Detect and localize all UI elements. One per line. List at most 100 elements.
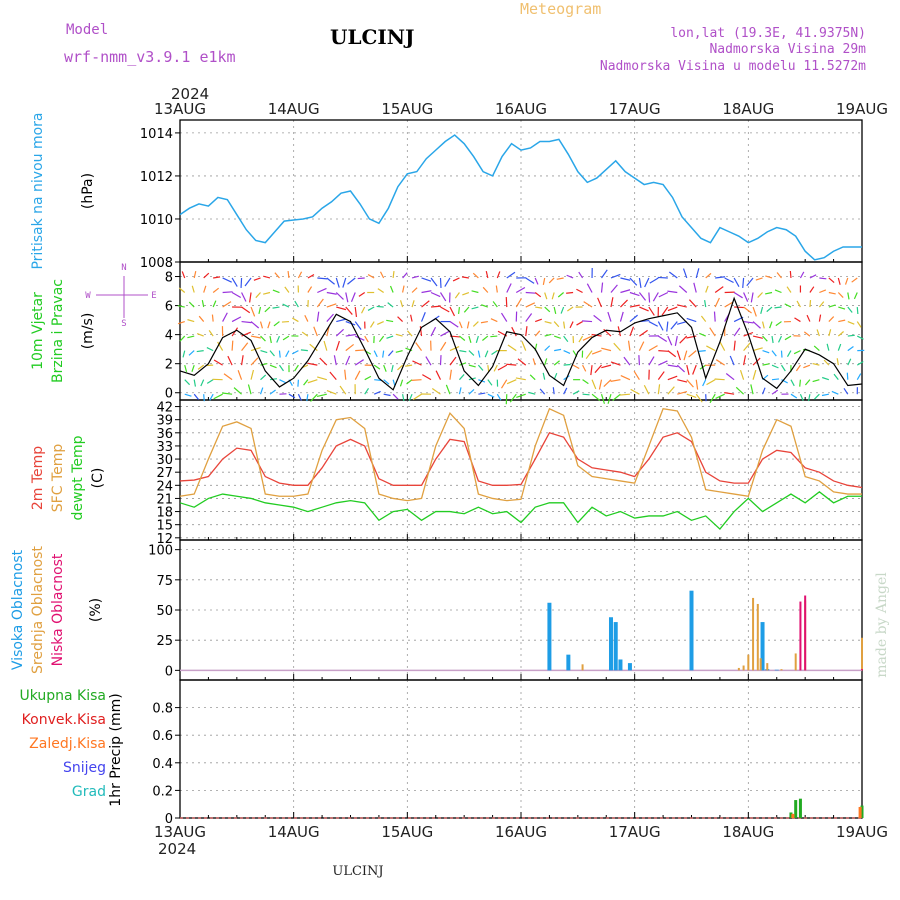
wind-arrow	[586, 283, 593, 293]
wind-arrow	[335, 328, 345, 337]
wind-arrow	[240, 277, 243, 288]
wind-arrow	[511, 326, 517, 337]
wind-arrow	[345, 343, 355, 352]
wind-arrow	[667, 335, 673, 346]
wind-arrow	[566, 291, 574, 294]
wind-arrow	[345, 292, 349, 303]
wind-arrow	[213, 276, 221, 279]
wind-arrow	[713, 311, 716, 322]
wind-arrow	[661, 306, 669, 316]
mid-cloud-bar	[752, 597, 755, 671]
wind-arrow	[485, 271, 489, 279]
wind-arrow	[742, 277, 745, 288]
wind-arrow	[402, 272, 408, 279]
wind-arrow	[449, 321, 459, 328]
wind-arrow	[253, 277, 261, 281]
y-tick-label: 36	[156, 427, 173, 442]
panel-frame	[179, 679, 863, 819]
wind-arrow	[591, 393, 601, 401]
wind-arrow	[203, 285, 207, 293]
wind-arrow	[793, 350, 801, 355]
wind-arrow	[306, 394, 309, 402]
wind-arrow	[837, 331, 844, 337]
wind-arrow	[762, 363, 770, 366]
wind-arrow	[525, 302, 536, 308]
wind-arrow	[658, 360, 668, 366]
wind-arrow	[307, 362, 318, 366]
dewpt-line	[179, 491, 862, 531]
x-tick-label-bottom: 14AUG	[268, 823, 320, 841]
wind-arrow	[629, 277, 638, 286]
wind-arrow	[458, 374, 465, 381]
wind-arrow	[693, 282, 697, 293]
wind-arrow	[715, 276, 726, 279]
wind-arrow	[449, 306, 456, 317]
wind-arrow	[828, 329, 832, 337]
wind-arrow	[250, 369, 255, 380]
wind-arrow	[806, 314, 811, 322]
wind-arrow	[843, 387, 849, 395]
wind-arrow	[307, 274, 315, 279]
wind-arrow	[643, 385, 650, 395]
wind-arrow	[563, 335, 569, 343]
wind-arrow	[851, 277, 858, 283]
wind-arrow	[775, 321, 782, 327]
high-cloud-bar	[618, 659, 623, 671]
wind-arrow	[582, 320, 593, 323]
wind-arrow	[692, 364, 697, 375]
wind-arrow	[357, 277, 365, 280]
wind-legend-west: W	[85, 291, 91, 301]
wind-arrow	[374, 379, 382, 381]
wind-arrow	[480, 320, 488, 324]
wind-arrow	[326, 390, 337, 395]
wind-arrow	[461, 276, 469, 279]
wind-arrow	[420, 312, 426, 322]
wind-arrow	[569, 321, 574, 329]
credit-watermark: made by Angel	[874, 572, 890, 678]
wind-arrow	[213, 393, 223, 400]
pressure-line	[179, 134, 862, 261]
wind-arrow	[743, 355, 747, 366]
wind-arrow	[769, 321, 773, 329]
wind-arrow	[191, 364, 195, 372]
wind-arrow	[231, 340, 234, 351]
wind-arrow	[345, 355, 351, 366]
wind-arrow	[600, 394, 606, 404]
wind-arrow	[313, 326, 318, 337]
wind-arrow	[760, 306, 764, 314]
y-tick-label: 18	[156, 506, 173, 521]
wind-arrow	[784, 303, 792, 308]
wind-arrow	[213, 359, 223, 366]
wind-arrow	[316, 298, 324, 308]
wind-arrow	[714, 378, 725, 381]
wind-arrow	[399, 300, 404, 308]
mid-cloud-bar	[747, 654, 750, 671]
wind-arrow	[750, 292, 754, 303]
sfc-temp-line	[179, 407, 862, 502]
cloud-unit: (%)	[88, 598, 104, 622]
wind-arrow	[481, 304, 489, 308]
low-cloud-bar	[799, 601, 802, 671]
wind-arrow	[402, 285, 405, 293]
x-tick-label-top: 17AUG	[609, 100, 661, 118]
wind-arrow	[317, 277, 328, 280]
wind-arrow	[354, 359, 364, 366]
year-top: 2024	[171, 85, 209, 103]
wind-arrow	[752, 347, 763, 352]
panel-pressure: 1008 1010 1012 1014	[140, 119, 863, 271]
wind-arrow	[838, 306, 846, 310]
wind-arrow	[294, 300, 299, 308]
wind-arrow	[269, 364, 277, 369]
wind-arrow	[477, 350, 481, 358]
wind-arrow	[688, 350, 697, 358]
wind-arrow	[260, 374, 267, 381]
cloud-axis-title-high: Visoka Oblacnost	[10, 549, 26, 670]
y-tick-label: 0.8	[152, 702, 173, 717]
wind-arrow	[757, 292, 763, 298]
wind-arrow	[686, 365, 690, 376]
wind-arrow	[439, 355, 442, 366]
wind-arrow	[201, 300, 205, 308]
frz-precip-bar	[858, 806, 862, 818]
wind-arrow	[719, 341, 726, 351]
wind-arrow	[241, 342, 249, 351]
